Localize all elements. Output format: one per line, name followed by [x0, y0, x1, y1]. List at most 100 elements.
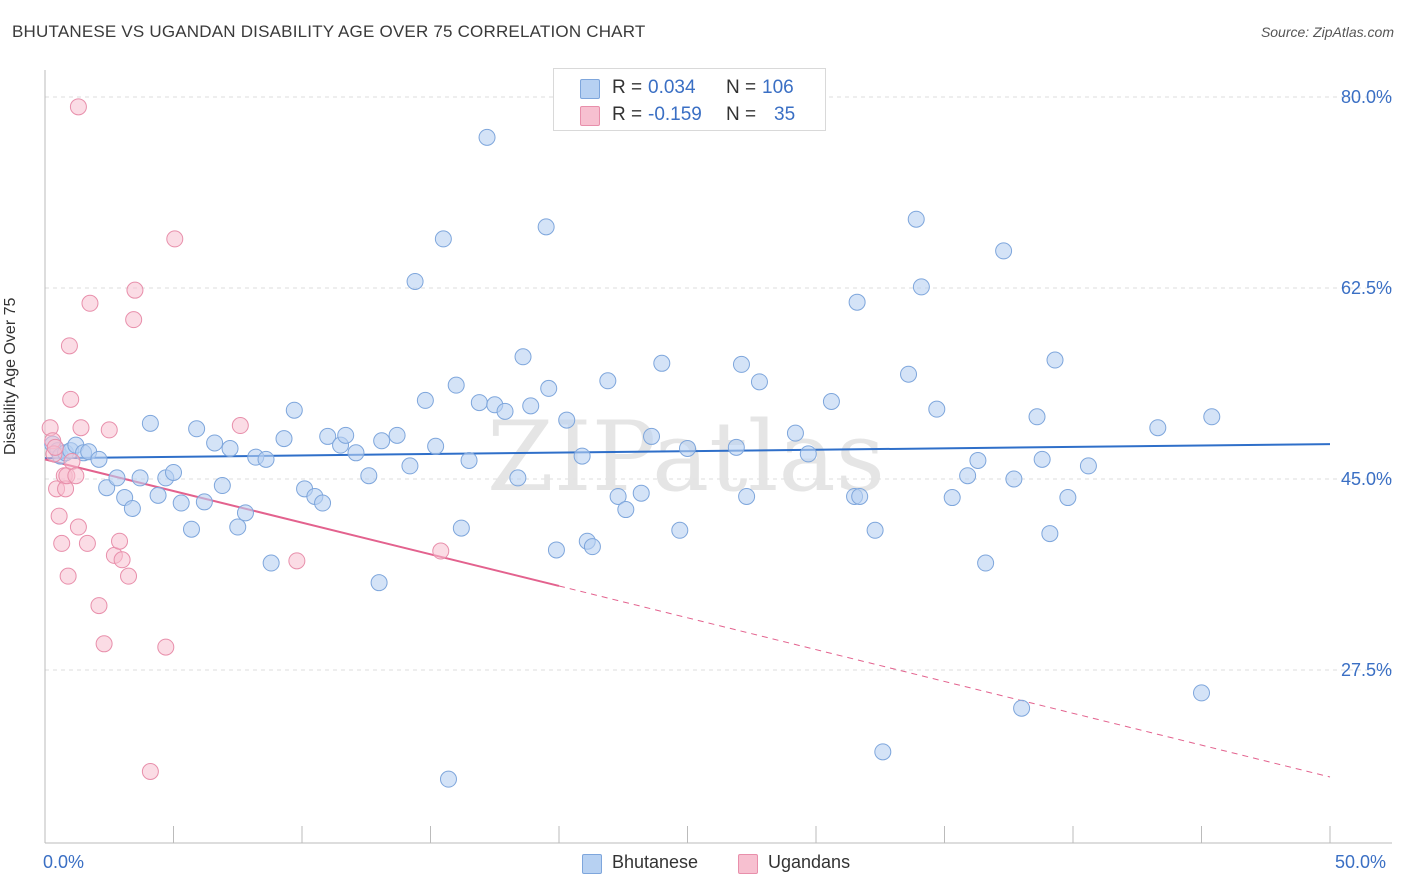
data-point-bhutanese — [995, 242, 1013, 260]
legend-row-bhutanese: R = 0.034 N = 106 — [554, 75, 825, 101]
data-point-ugandans — [81, 294, 99, 312]
legend-n-value: 106 — [762, 77, 794, 98]
data-point-ugandans — [111, 532, 129, 550]
data-point-bhutanese — [822, 393, 840, 411]
stats-legend: R = 0.034 N = 106 R = -0.159 N = 35 — [553, 68, 826, 131]
data-point-bhutanese — [478, 128, 496, 146]
data-point-bhutanese — [172, 494, 190, 512]
data-point-bhutanese — [337, 426, 355, 444]
data-point-bhutanese — [653, 354, 671, 372]
data-point-ugandans — [90, 597, 108, 615]
data-point-bhutanese — [195, 493, 213, 511]
watermark: ZIPatlas — [487, 401, 885, 513]
data-point-ugandans — [69, 518, 87, 536]
legend-r-label: R = — [612, 77, 643, 98]
source-label: Source: ZipAtlas.com — [1260, 24, 1394, 40]
data-point-bhutanese — [514, 348, 532, 366]
data-point-bhutanese — [108, 469, 126, 487]
data-point-bhutanese — [643, 427, 661, 445]
data-point-bhutanese — [257, 450, 275, 468]
data-point-bhutanese — [370, 574, 388, 592]
data-point-bhutanese — [388, 426, 406, 444]
data-point-bhutanese — [679, 439, 696, 457]
data-point-bhutanese — [583, 538, 601, 556]
data-point-ugandans — [72, 419, 90, 437]
legend-label-ugandans: Ugandans — [768, 852, 851, 872]
data-point-ugandans — [120, 567, 138, 585]
data-point-bhutanese — [188, 420, 206, 438]
data-point-bhutanese — [799, 445, 817, 463]
data-point-bhutanese — [851, 487, 869, 505]
legend-n-label: N = — [726, 104, 757, 125]
data-point-ugandans — [157, 638, 175, 656]
data-point-bhutanese — [439, 770, 457, 788]
data-point-ugandans — [288, 552, 306, 570]
legend-r-value: -0.159 — [648, 104, 702, 125]
data-point-bhutanese — [406, 272, 424, 290]
data-point-bhutanese — [262, 554, 280, 572]
legend-swatch-blue — [580, 79, 600, 99]
data-point-ugandans — [50, 507, 68, 525]
data-point-bhutanese — [509, 469, 527, 487]
y-axis-label: Disability Age Over 75 — [2, 297, 19, 455]
trend-line-ugandans — [44, 458, 560, 587]
data-point-bhutanese — [540, 379, 558, 397]
data-point-bhutanese — [141, 414, 159, 432]
y-tick-label: 27.5% — [1340, 660, 1392, 680]
data-point-bhutanese — [229, 518, 247, 536]
data-point-bhutanese — [275, 430, 293, 448]
data-point-ugandans — [67, 467, 85, 485]
data-point-bhutanese — [866, 521, 884, 539]
data-point-bhutanese — [1079, 457, 1097, 475]
data-point-bhutanese — [1149, 419, 1167, 437]
gridlines — [45, 96, 1392, 671]
data-point-bhutanese — [558, 411, 576, 429]
data-point-bhutanese — [750, 373, 768, 391]
legend-n-label: N = — [726, 77, 757, 98]
data-point-ugandans — [95, 635, 113, 653]
data-point-bhutanese — [969, 451, 987, 469]
legend-r-value: 0.034 — [648, 77, 696, 98]
data-point-bhutanese — [314, 494, 332, 512]
data-point-bhutanese — [907, 210, 925, 228]
data-point-bhutanese — [959, 467, 977, 485]
data-point-bhutanese — [123, 499, 141, 517]
data-point-bhutanese — [1046, 351, 1064, 369]
data-point-bhutanese — [573, 447, 591, 465]
data-point-bhutanese — [1193, 684, 1210, 702]
data-point-bhutanese — [848, 293, 866, 311]
legend-label-bhutanese: Bhutanese — [612, 852, 699, 872]
data-point-bhutanese — [732, 355, 750, 373]
data-point-bhutanese — [1028, 408, 1046, 426]
axes — [44, 70, 1392, 844]
data-point-bhutanese — [496, 402, 514, 420]
data-point-bhutanese — [900, 365, 918, 383]
data-point-bhutanese — [928, 400, 946, 418]
data-point-ugandans — [78, 534, 96, 552]
data-point-bhutanese — [98, 479, 116, 497]
data-point-bhutanese — [1059, 489, 1077, 507]
data-point-bhutanese — [522, 397, 540, 415]
data-point-bhutanese — [912, 278, 930, 296]
y-tick-label: 62.5% — [1340, 278, 1392, 298]
data-point-bhutanese — [285, 401, 303, 419]
data-point-ugandans — [59, 567, 77, 585]
series-ugandans — [41, 98, 450, 781]
data-point-ugandans — [432, 542, 450, 560]
data-point-bhutanese — [599, 372, 617, 390]
y-tick-label: 45.0% — [1340, 469, 1392, 489]
data-point-bhutanese — [632, 484, 650, 502]
data-point-ugandans — [46, 438, 64, 456]
data-point-bhutanese — [213, 477, 231, 495]
data-point-bhutanese — [1203, 408, 1221, 426]
data-point-bhutanese — [434, 230, 452, 248]
legend-swatch-blue — [582, 854, 602, 874]
data-point-bhutanese — [416, 391, 434, 409]
data-point-bhutanese — [874, 743, 892, 761]
data-point-bhutanese — [236, 504, 254, 522]
legend-r-label: R = — [612, 104, 643, 125]
data-point-ugandans — [53, 534, 71, 552]
legend-swatch-pink — [580, 106, 600, 126]
data-point-bhutanese — [347, 444, 365, 462]
